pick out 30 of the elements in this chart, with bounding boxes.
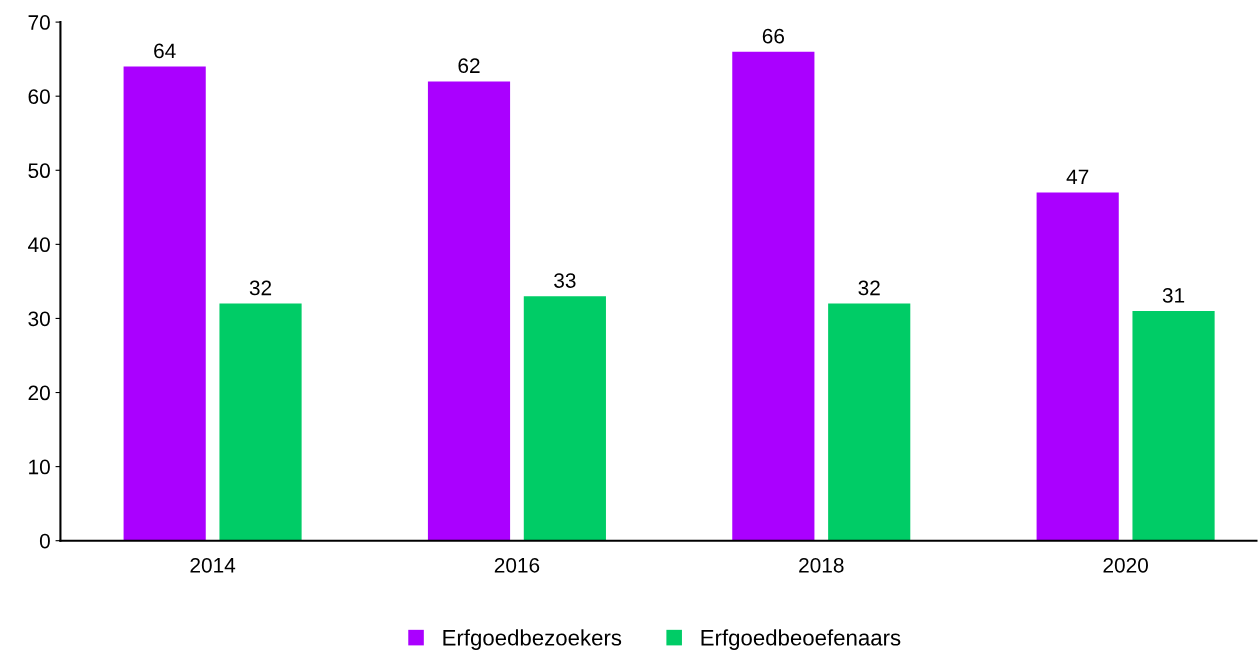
y-tick-label: 30 [28,311,50,327]
bar [219,303,302,541]
legend-label: Erfgoedbeoefenaars [701,629,901,650]
data-label: 32 [249,280,272,296]
y-tick-label: 0 [39,533,50,549]
data-label: 62 [458,58,480,74]
y-tick-label: 20 [28,385,50,401]
bar [427,81,511,541]
bar [732,51,815,541]
y-tick-label: 40 [28,237,50,253]
data-label: 31 [1162,288,1185,303]
y-tick-label: 70 [28,15,50,30]
y-tick-label: 10 [29,459,50,475]
y-tick-label: 50 [28,163,50,179]
y-tick-label: 60 [28,89,50,104]
x-tick-label: 2014 [190,557,236,573]
bar [828,303,911,541]
data-label: 47 [1066,169,1089,185]
x-tick-label: 2016 [494,557,540,573]
x-tick-label: 2018 [799,557,844,573]
bar [123,66,206,541]
data-label: 64 [154,43,176,59]
x-tick-label: 2020 [1103,557,1148,573]
data-label: 32 [858,280,880,296]
data-label: 33 [554,273,576,288]
bar [1132,311,1215,541]
bar [1036,192,1119,541]
bar [523,296,606,541]
data-label: 66 [762,28,785,44]
legend-label: Erfgoedbezoekers [443,629,622,650]
